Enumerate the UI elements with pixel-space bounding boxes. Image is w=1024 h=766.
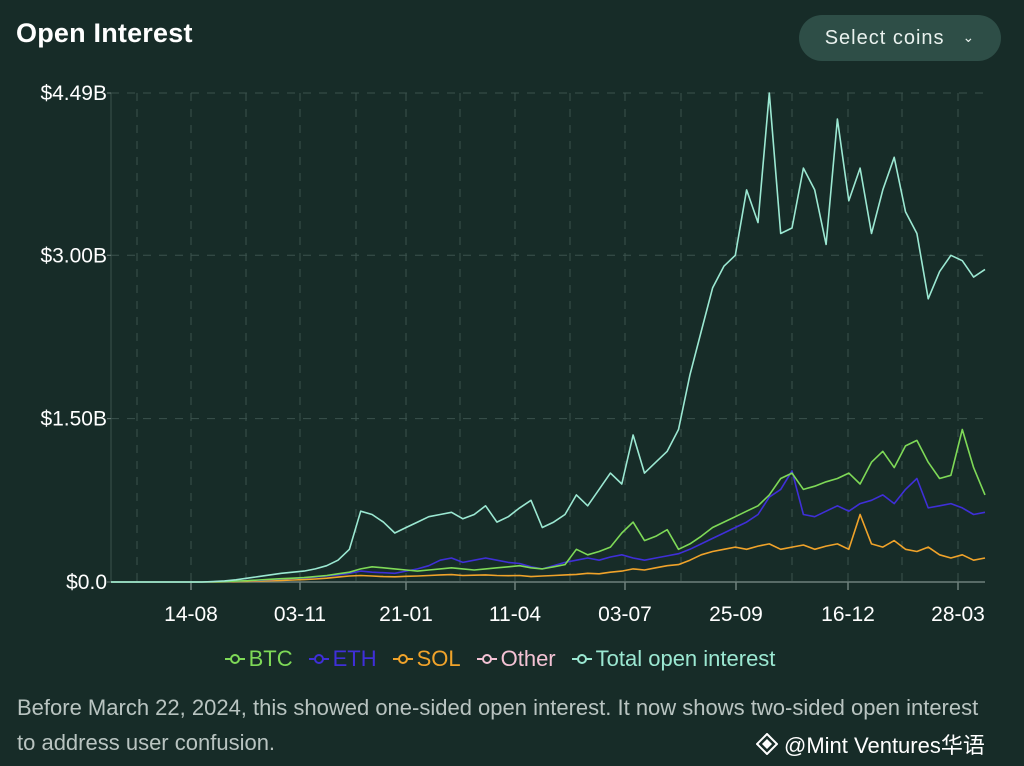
legend-label: SOL: [416, 646, 461, 671]
legend-marker-icon: [571, 654, 592, 664]
watermark: @Mint Ventures华语: [756, 728, 985, 760]
watermark-text: @Mint Ventures华语: [784, 733, 985, 758]
series-line-btc: [111, 428, 986, 583]
x-tick-label: 14-08: [164, 603, 218, 626]
y-tick-label: $1.50B: [40, 408, 107, 431]
legend-marker-icon: [476, 654, 497, 664]
diamond-logo-icon: [756, 733, 778, 755]
legend-label: Total open interest: [595, 646, 776, 671]
y-tick-label: $4.49B: [40, 82, 107, 105]
chart-legend: BTC ETH SOL Other Total open interest: [0, 646, 1000, 672]
chart-grid: [107, 92, 985, 590]
legend-marker-icon: [308, 654, 329, 664]
series-line-eth: [111, 470, 986, 583]
y-tick-label: $3.00B: [40, 244, 107, 267]
legend-item-sol[interactable]: SOL: [392, 646, 461, 672]
legend-item-other[interactable]: Other: [476, 646, 556, 672]
select-coins-label: Select coins: [824, 26, 945, 49]
legend-marker-icon: [224, 654, 245, 664]
select-coins-button[interactable]: Select coins ⌄: [799, 15, 1001, 61]
open-interest-chart: $0.0 $1.50B $3.00B $4.49B 14-08 03-11 21-01 11…: [40, 82, 986, 626]
x-tick-label: 16-12: [821, 603, 875, 626]
legend-item-eth[interactable]: ETH: [308, 646, 377, 672]
legend-item-total-open-interest[interactable]: Total open interest: [571, 646, 776, 672]
page-title: Open Interest: [16, 18, 193, 48]
series-line-total-open-interest: [111, 92, 986, 583]
y-axis-ticks: $0.0 $1.50B $3.00B $4.49B: [40, 82, 107, 594]
y-tick-label: $0.0: [66, 571, 107, 594]
x-tick-label: 21-01: [379, 603, 433, 626]
legend-label: Other: [500, 646, 556, 671]
x-tick-label: 03-07: [598, 603, 652, 626]
legend-label: BTC: [248, 646, 293, 671]
chevron-down-icon: ⌄: [962, 28, 976, 45]
x-axis-ticks: 14-08 03-11 21-01 11-04 03-07 25-09 16-12 28-03: [164, 603, 985, 626]
x-tick-label: 03-11: [274, 603, 326, 626]
legend-marker-icon: [392, 654, 413, 664]
legend-item-btc[interactable]: BTC: [224, 646, 293, 672]
disclaimer-note: Before March 22, 2024, this showed one-s…: [17, 695, 979, 755]
x-tick-label: 28-03: [931, 603, 985, 626]
x-tick-label: 25-09: [709, 603, 763, 626]
x-tick-label: 11-04: [489, 603, 541, 626]
chart-series: [111, 92, 986, 583]
legend-label: ETH: [332, 646, 377, 671]
